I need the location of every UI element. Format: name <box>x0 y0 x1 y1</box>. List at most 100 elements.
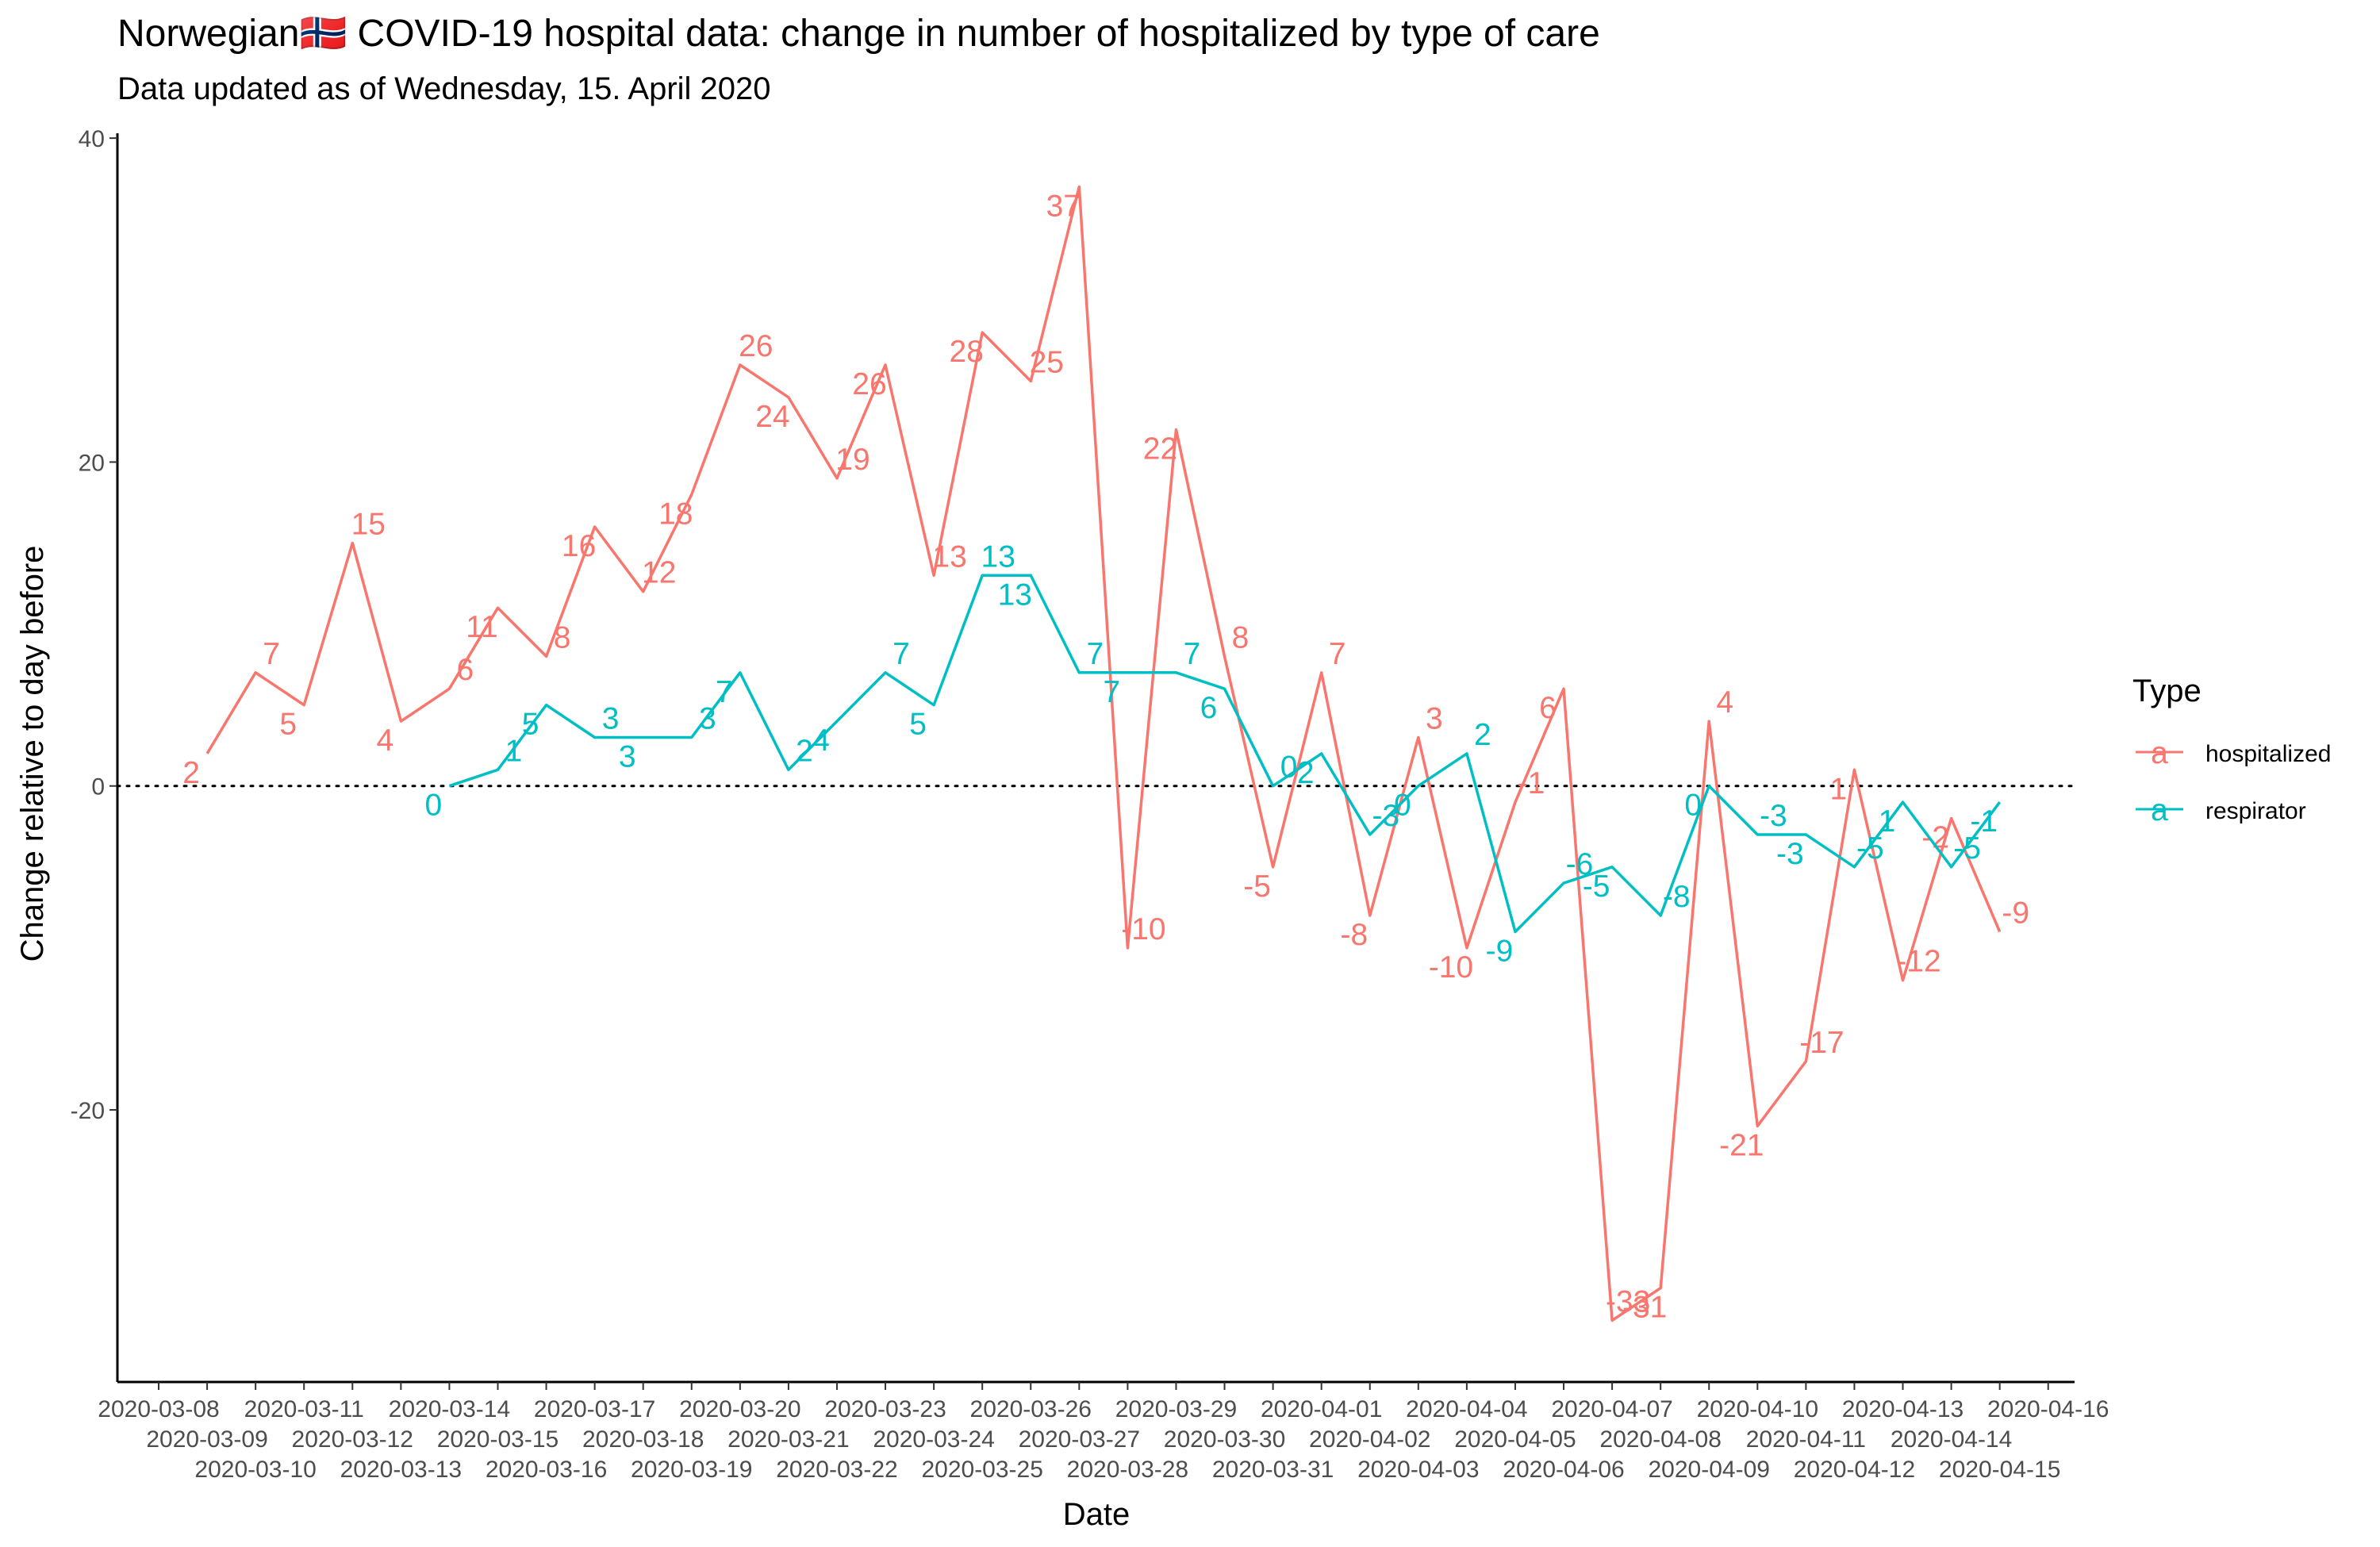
x-tick-label: 2020-03-08 <box>98 1396 219 1422</box>
data-label-respirator: -3 <box>1776 837 1804 871</box>
x-tick-label: 2020-04-14 <box>1891 1426 2012 1453</box>
chart-title: Norwegian🇳🇴 COVID-19 hospital data: chan… <box>117 13 1600 55</box>
data-label-hospitalized: 19 <box>835 443 869 477</box>
data-label-hospitalized: 26 <box>739 329 773 363</box>
x-tick-label: 2020-03-16 <box>486 1457 607 1483</box>
data-label-hospitalized: 2 <box>182 756 200 790</box>
data-label-respirator: 2 <box>1474 718 1491 752</box>
x-axis-title: Date <box>1063 1497 1130 1532</box>
data-label-hospitalized: -2 <box>1921 821 1949 855</box>
x-tick-label: 2020-04-13 <box>1842 1396 1964 1422</box>
data-label-respirator: 7 <box>716 675 733 709</box>
data-label-respirator: 7 <box>1086 637 1104 671</box>
data-label-respirator: -1 <box>1970 804 1998 839</box>
x-tick-label: 2020-04-10 <box>1697 1396 1818 1422</box>
legend-item-hospitalized: a hospitalized <box>2136 736 2331 770</box>
x-tick-label: 2020-03-24 <box>873 1426 994 1453</box>
x-tick-label: 2020-03-19 <box>631 1457 752 1483</box>
data-label-respirator: 7 <box>892 637 910 671</box>
data-label-hospitalized: 5 <box>279 708 297 742</box>
data-label-hospitalized: 18 <box>658 497 693 531</box>
data-label-respirator: 1 <box>505 734 523 768</box>
x-tick-label: 2020-04-06 <box>1503 1457 1624 1483</box>
data-label-hospitalized: 6 <box>1539 691 1557 725</box>
x-tick-label: 2020-03-22 <box>776 1457 897 1483</box>
x-tick-label: 2020-03-10 <box>194 1457 316 1483</box>
data-label-hospitalized: 6 <box>457 653 474 687</box>
legend-label-respirator: respirator <box>2205 798 2306 824</box>
data-label-hospitalized: 13 <box>932 539 966 574</box>
data-label-hospitalized: 7 <box>263 637 280 671</box>
legend-label-hospitalized: hospitalized <box>2205 741 2331 767</box>
data-label-respirator: 0 <box>1684 789 1702 823</box>
data-label-hospitalized: -5 <box>1243 869 1271 904</box>
x-tick-label: 2020-03-11 <box>244 1396 364 1422</box>
data-label-hospitalized: 1 <box>1830 772 1848 806</box>
data-label-hospitalized: 7 <box>1329 637 1346 671</box>
data-label-hospitalized: -12 <box>1896 945 1940 979</box>
data-label-respirator: -8 <box>1663 880 1691 914</box>
data-label-hospitalized: -17 <box>1799 1026 1844 1060</box>
x-tick-label: 2020-03-28 <box>1067 1457 1188 1483</box>
x-tick-label: 2020-04-05 <box>1454 1426 1576 1453</box>
data-label-respirator: 7 <box>1184 637 1201 671</box>
data-label-hospitalized: -8 <box>1340 918 1368 952</box>
legend-item-respirator: a respirator <box>2136 793 2306 827</box>
x-tick-label: 2020-04-12 <box>1794 1457 1915 1483</box>
x-tick-label: 2020-04-09 <box>1649 1457 1770 1483</box>
data-label-respirator: 0 <box>1280 750 1298 785</box>
data-label-hospitalized: -33 <box>1606 1284 1650 1319</box>
plot-area: -20020402020-03-082020-03-092020-03-1020… <box>71 126 2109 1483</box>
data-label-hospitalized: -9 <box>2002 896 2029 931</box>
x-tick-label: 2020-03-18 <box>582 1426 704 1453</box>
data-label-hospitalized: 4 <box>377 724 394 758</box>
x-tick-label: 2020-03-09 <box>146 1426 267 1453</box>
data-label-respirator: 13 <box>998 578 1032 612</box>
x-tick-label: 2020-04-03 <box>1357 1457 1479 1483</box>
x-tick-label: 2020-03-15 <box>437 1426 559 1453</box>
x-tick-label: 2020-03-23 <box>824 1396 946 1422</box>
data-label-respirator: -9 <box>1486 935 1514 969</box>
data-label-respirator: 0 <box>1394 789 1411 823</box>
data-label-hospitalized: 26 <box>852 367 886 401</box>
x-tick-label: 2020-03-20 <box>679 1396 800 1422</box>
x-tick-label: 2020-04-02 <box>1309 1426 1430 1453</box>
legend-key-glyph-hospitalized: a <box>2151 736 2168 770</box>
data-label-respirator: 0 <box>425 789 443 823</box>
x-tick-label: 2020-04-11 <box>1746 1426 1866 1453</box>
data-label-hospitalized: 37 <box>1046 189 1081 223</box>
data-label-respirator: -5 <box>1953 831 1981 866</box>
y-tick-label: 20 <box>79 450 105 476</box>
data-label-respirator: 2 <box>796 734 813 768</box>
y-tick-label: 40 <box>79 126 105 152</box>
data-label-respirator: -5 <box>1856 831 1884 866</box>
x-tick-label: 2020-03-31 <box>1212 1457 1334 1483</box>
data-label-hospitalized: -1 <box>1518 766 1545 800</box>
data-label-hospitalized: 8 <box>1232 620 1250 654</box>
data-label-respirator: 7 <box>1104 675 1121 709</box>
x-tick-label: 2020-03-27 <box>1019 1426 1140 1453</box>
data-label-hospitalized: 28 <box>950 335 984 369</box>
data-label-hospitalized: 8 <box>554 620 571 654</box>
x-tick-label: 2020-04-07 <box>1551 1396 1672 1422</box>
x-tick-label: 2020-03-17 <box>534 1396 655 1422</box>
data-label-respirator: 13 <box>981 539 1015 574</box>
data-label-hospitalized: -10 <box>1121 912 1165 946</box>
x-tick-label: 2020-04-04 <box>1406 1396 1527 1422</box>
x-tick-label: 2020-04-08 <box>1599 1426 1721 1453</box>
x-tick-label: 2020-03-25 <box>921 1457 1042 1483</box>
data-label-respirator: 3 <box>619 740 636 774</box>
data-label-respirator: 5 <box>522 708 539 742</box>
data-label-hospitalized: -10 <box>1429 950 1473 985</box>
data-label-hospitalized: 3 <box>1426 702 1443 736</box>
data-label-hospitalized: 24 <box>755 400 789 434</box>
x-tick-label: 2020-04-16 <box>1987 1396 2109 1422</box>
data-label-hospitalized: 4 <box>1716 685 1733 720</box>
x-tick-label: 2020-03-26 <box>970 1396 1092 1422</box>
data-label-respirator: -6 <box>1566 847 1594 881</box>
x-tick-label: 2020-04-15 <box>1939 1457 2060 1483</box>
data-label-hospitalized: 25 <box>1030 345 1064 379</box>
data-label-respirator: 6 <box>1200 691 1218 725</box>
data-label-hospitalized: 16 <box>562 529 596 563</box>
